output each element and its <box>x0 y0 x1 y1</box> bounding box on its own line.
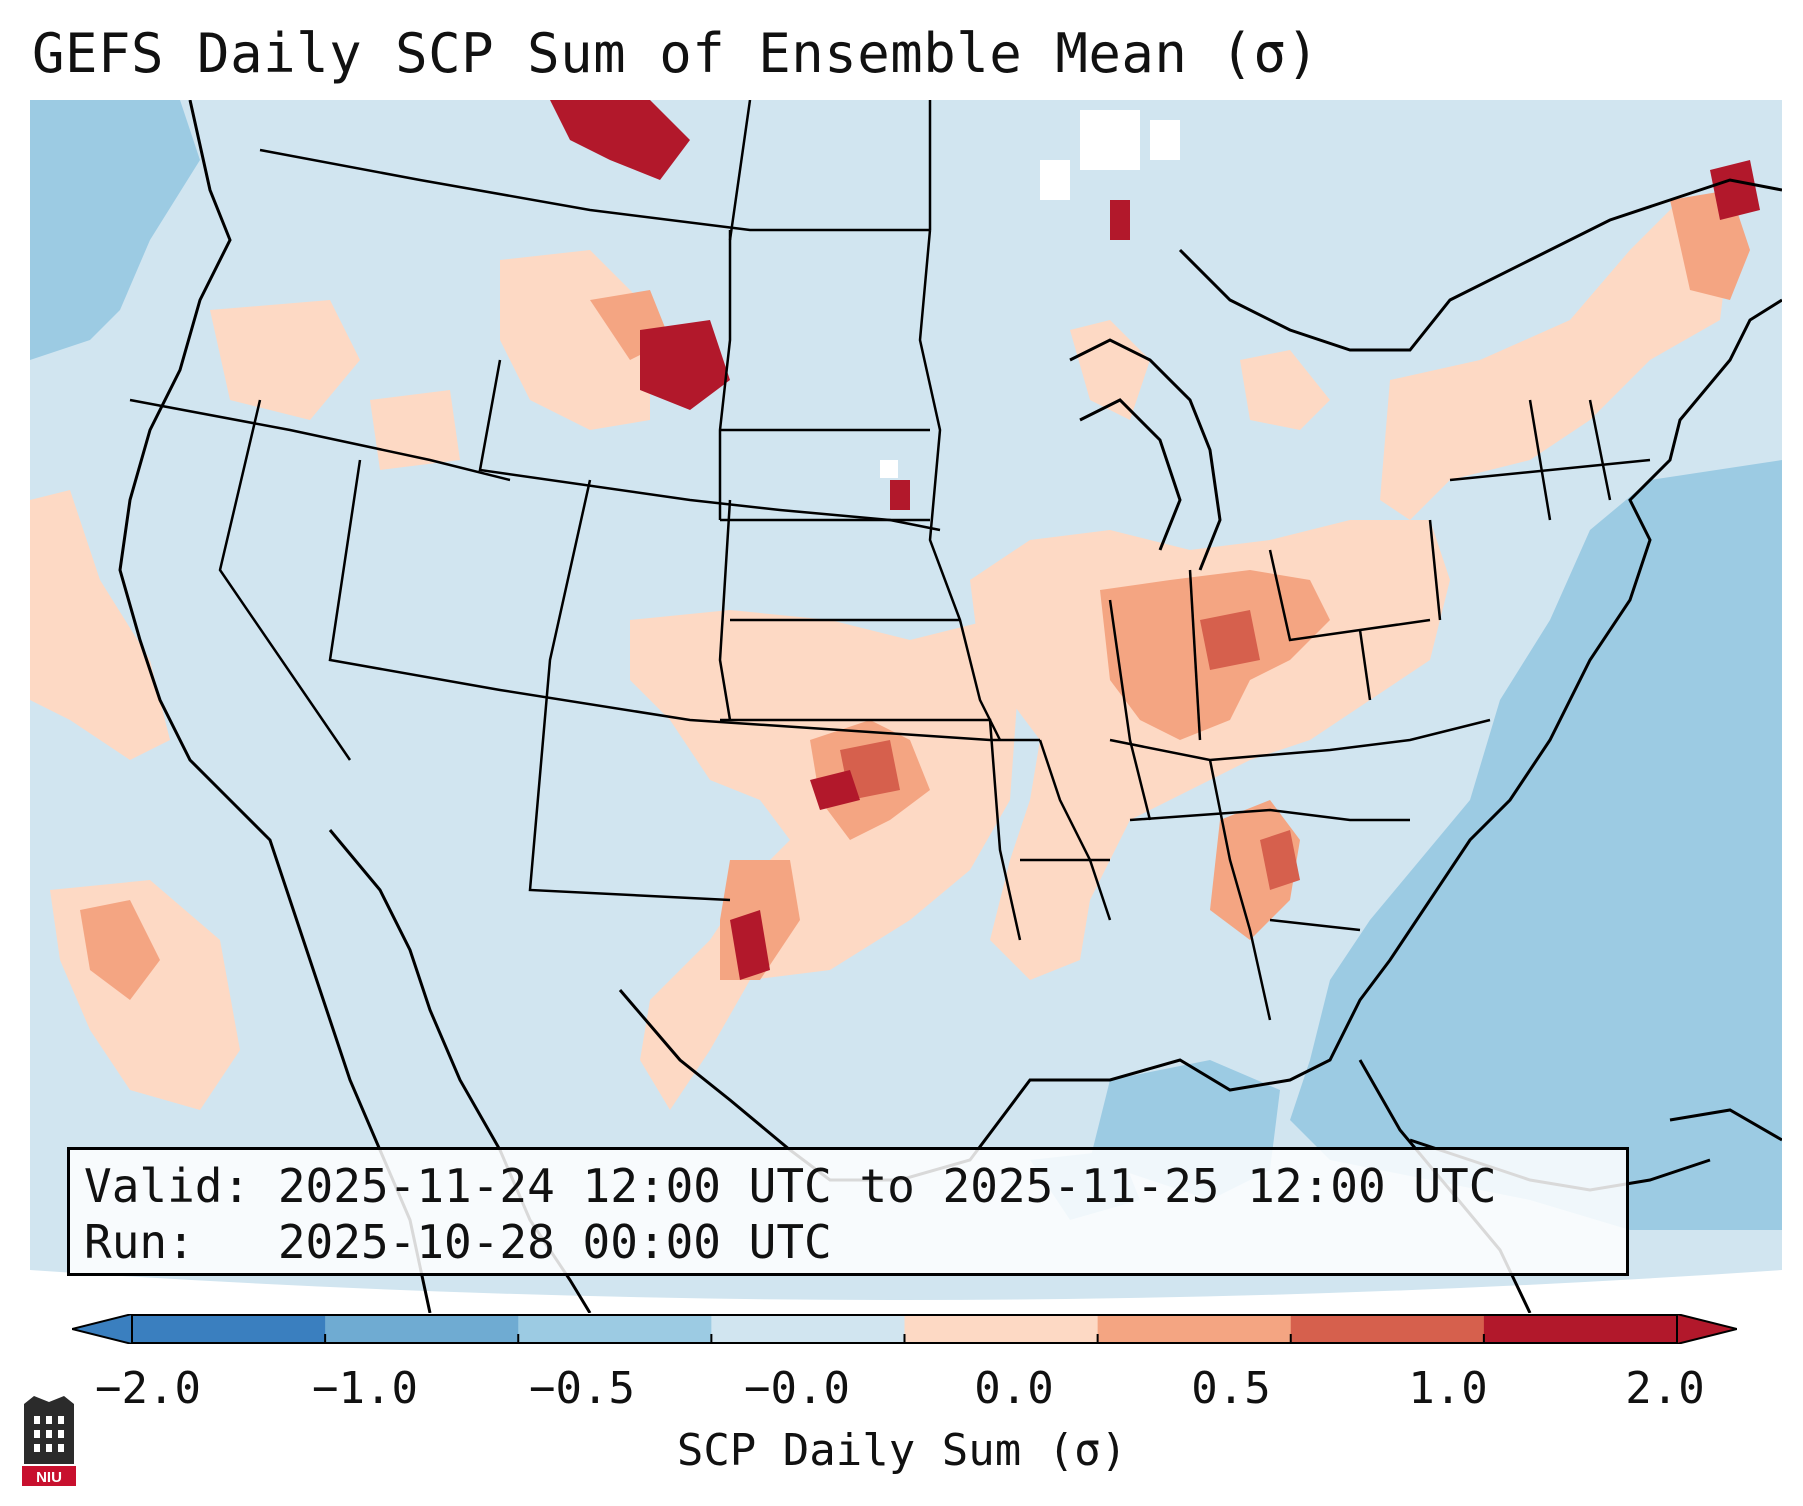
colorbar-label: SCP Daily Sum (σ) <box>676 1425 1128 1476</box>
niu-logo: NIU <box>22 1396 76 1486</box>
colorbar-segment <box>1097 1314 1292 1344</box>
colorbar-segment <box>904 1314 1099 1344</box>
colorbar-tick-label: −0.0 <box>744 1363 850 1414</box>
colorbar-segment <box>1483 1314 1678 1344</box>
run-time-text: Run: 2025-10-28 00:00 UTC <box>84 1215 832 1269</box>
projection-edge <box>30 1270 1782 1313</box>
colorbar-segment <box>711 1314 905 1344</box>
map-panel <box>30 100 1782 1313</box>
positive-anomaly-dark <box>840 610 1300 890</box>
colorbar-tick-label: −2.0 <box>95 1363 201 1414</box>
map-title: GEFS Daily SCP Sum of Ensemble Mean (σ) <box>32 22 1320 85</box>
colorbar-segment <box>518 1314 712 1344</box>
colorbar-extend-min <box>72 1314 133 1344</box>
colorbar-extend-max <box>1676 1314 1737 1344</box>
colorbar <box>72 1314 1737 1344</box>
colorbar-tick-label: −0.5 <box>529 1363 635 1414</box>
colorbar-segment <box>1290 1314 1485 1344</box>
borders <box>129 100 1651 1021</box>
valid-time-text: Valid: 2025-11-24 12:00 UTC to 2025-11-2… <box>84 1159 1497 1213</box>
white-speckles <box>880 110 1180 478</box>
logo-text: NIU <box>36 1469 62 1486</box>
positive-anomaly-max <box>550 100 1760 980</box>
colorbar-segment <box>325 1314 519 1344</box>
colorbar-segment <box>132 1314 326 1344</box>
colorbar-tick-label: 1.0 <box>1408 1363 1488 1414</box>
colorbar-tick-label: 0.0 <box>974 1363 1054 1414</box>
colorbar-tick-label: −1.0 <box>312 1363 418 1414</box>
colorbar-tick-label: 2.0 <box>1625 1363 1705 1414</box>
validity-info-box: Valid: 2025-11-24 12:00 UTC to 2025-11-2… <box>67 1147 1629 1276</box>
negative-anomaly-areas <box>30 100 1782 1230</box>
colorbar-tick-label: 0.5 <box>1191 1363 1271 1414</box>
